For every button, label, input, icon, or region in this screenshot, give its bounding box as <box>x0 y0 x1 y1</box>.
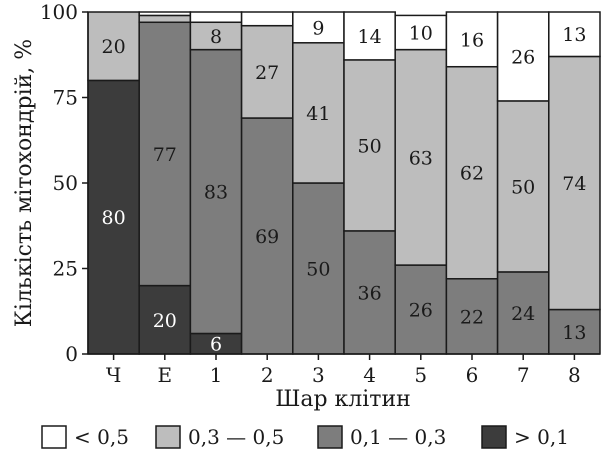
data-label: 26 <box>511 46 535 68</box>
x-axis-label: Шар клітин <box>275 387 411 412</box>
y-tick-label: 0 <box>65 342 78 366</box>
data-label: 80 <box>102 207 126 229</box>
bar-segment <box>240 11 294 27</box>
bar-segment <box>496 11 550 102</box>
y-tick-label: 75 <box>53 86 78 110</box>
bar-segment <box>445 11 499 68</box>
bar-segment <box>496 100 550 273</box>
data-label: 74 <box>562 173 586 195</box>
data-label: 50 <box>306 259 330 281</box>
bar-segment <box>292 182 345 355</box>
legend-swatch <box>41 425 67 449</box>
data-label: 69 <box>255 226 279 248</box>
x-tick-label: 7 <box>517 363 530 387</box>
data-label: 20 <box>153 310 177 332</box>
data-label: 26 <box>409 300 433 322</box>
bars-layer <box>87 11 601 355</box>
y-tick-label: 50 <box>53 171 78 195</box>
bar-segment <box>394 14 448 51</box>
x-tick-label: 3 <box>312 363 325 387</box>
data-label: 50 <box>358 135 382 157</box>
data-label: 13 <box>562 24 586 46</box>
bar-segment <box>189 11 243 24</box>
data-label: 63 <box>409 147 433 169</box>
data-label: 50 <box>511 176 535 198</box>
x-tick-label: 8 <box>568 363 581 387</box>
x-tick-label: 4 <box>363 363 376 387</box>
bar-segment <box>87 79 140 355</box>
x-tick-label: Е <box>157 363 172 387</box>
legend-swatch <box>155 425 181 449</box>
legend-label: < 0,5 <box>74 425 129 449</box>
data-label: 14 <box>358 26 382 48</box>
data-label: 13 <box>562 322 586 344</box>
data-label: 8 <box>210 26 222 48</box>
data-label: 27 <box>255 62 279 84</box>
y-axis-label: Кількість мітохондрій, % <box>12 39 37 327</box>
data-label: 6 <box>210 334 222 356</box>
bar-segment <box>240 24 294 119</box>
data-label: 41 <box>306 103 330 125</box>
data-label: 20 <box>102 36 126 58</box>
legend: < 0,5 0,3 — 0,5 0,1 — 0,3 > 0,1 <box>41 425 569 449</box>
data-label: 16 <box>460 29 484 51</box>
x-tick-label: 2 <box>261 363 274 387</box>
bar-segment <box>548 11 601 58</box>
legend-swatch <box>481 425 507 449</box>
data-label: 77 <box>153 144 177 166</box>
x-tick-label: Ч <box>106 363 121 387</box>
x-tick-label: 5 <box>414 363 427 387</box>
bar-segment <box>343 59 396 232</box>
bar-segment <box>343 230 396 355</box>
bar-segment <box>292 11 345 44</box>
data-label: 9 <box>312 17 324 39</box>
data-label: 22 <box>460 306 484 328</box>
data-label: 62 <box>460 163 484 185</box>
legend-label: 0,3 — 0,5 <box>188 425 284 449</box>
data-label: 10 <box>409 23 433 45</box>
legend-swatch <box>317 425 343 449</box>
bar-segment <box>394 264 448 355</box>
y-tick-label: 100 <box>40 0 78 24</box>
legend-label: > 0,1 <box>514 425 569 449</box>
bar-segment <box>189 21 243 51</box>
x-tick-label: 6 <box>466 363 479 387</box>
bar-segment <box>189 48 243 335</box>
bar-segment <box>138 11 192 17</box>
bar-segment <box>292 42 345 184</box>
bar-segment <box>394 48 448 266</box>
y-tick-label: 25 <box>53 257 78 281</box>
bar-segment <box>138 14 192 24</box>
legend-label: 0,1 — 0,3 <box>350 425 446 449</box>
bar-segment <box>548 55 601 311</box>
bar-segment <box>445 65 499 280</box>
data-label: 83 <box>204 182 228 204</box>
data-label: 24 <box>511 303 535 325</box>
data-label: 36 <box>358 282 382 304</box>
x-tick-label: 1 <box>210 363 223 387</box>
bar-segment <box>343 11 396 61</box>
bar-segment <box>87 11 140 82</box>
bar-labels-layer: 80 20 20 77 6 83 8 69 27 50 41 9 36 50 14 26 63 10 22 62 16 2… <box>102 17 587 355</box>
